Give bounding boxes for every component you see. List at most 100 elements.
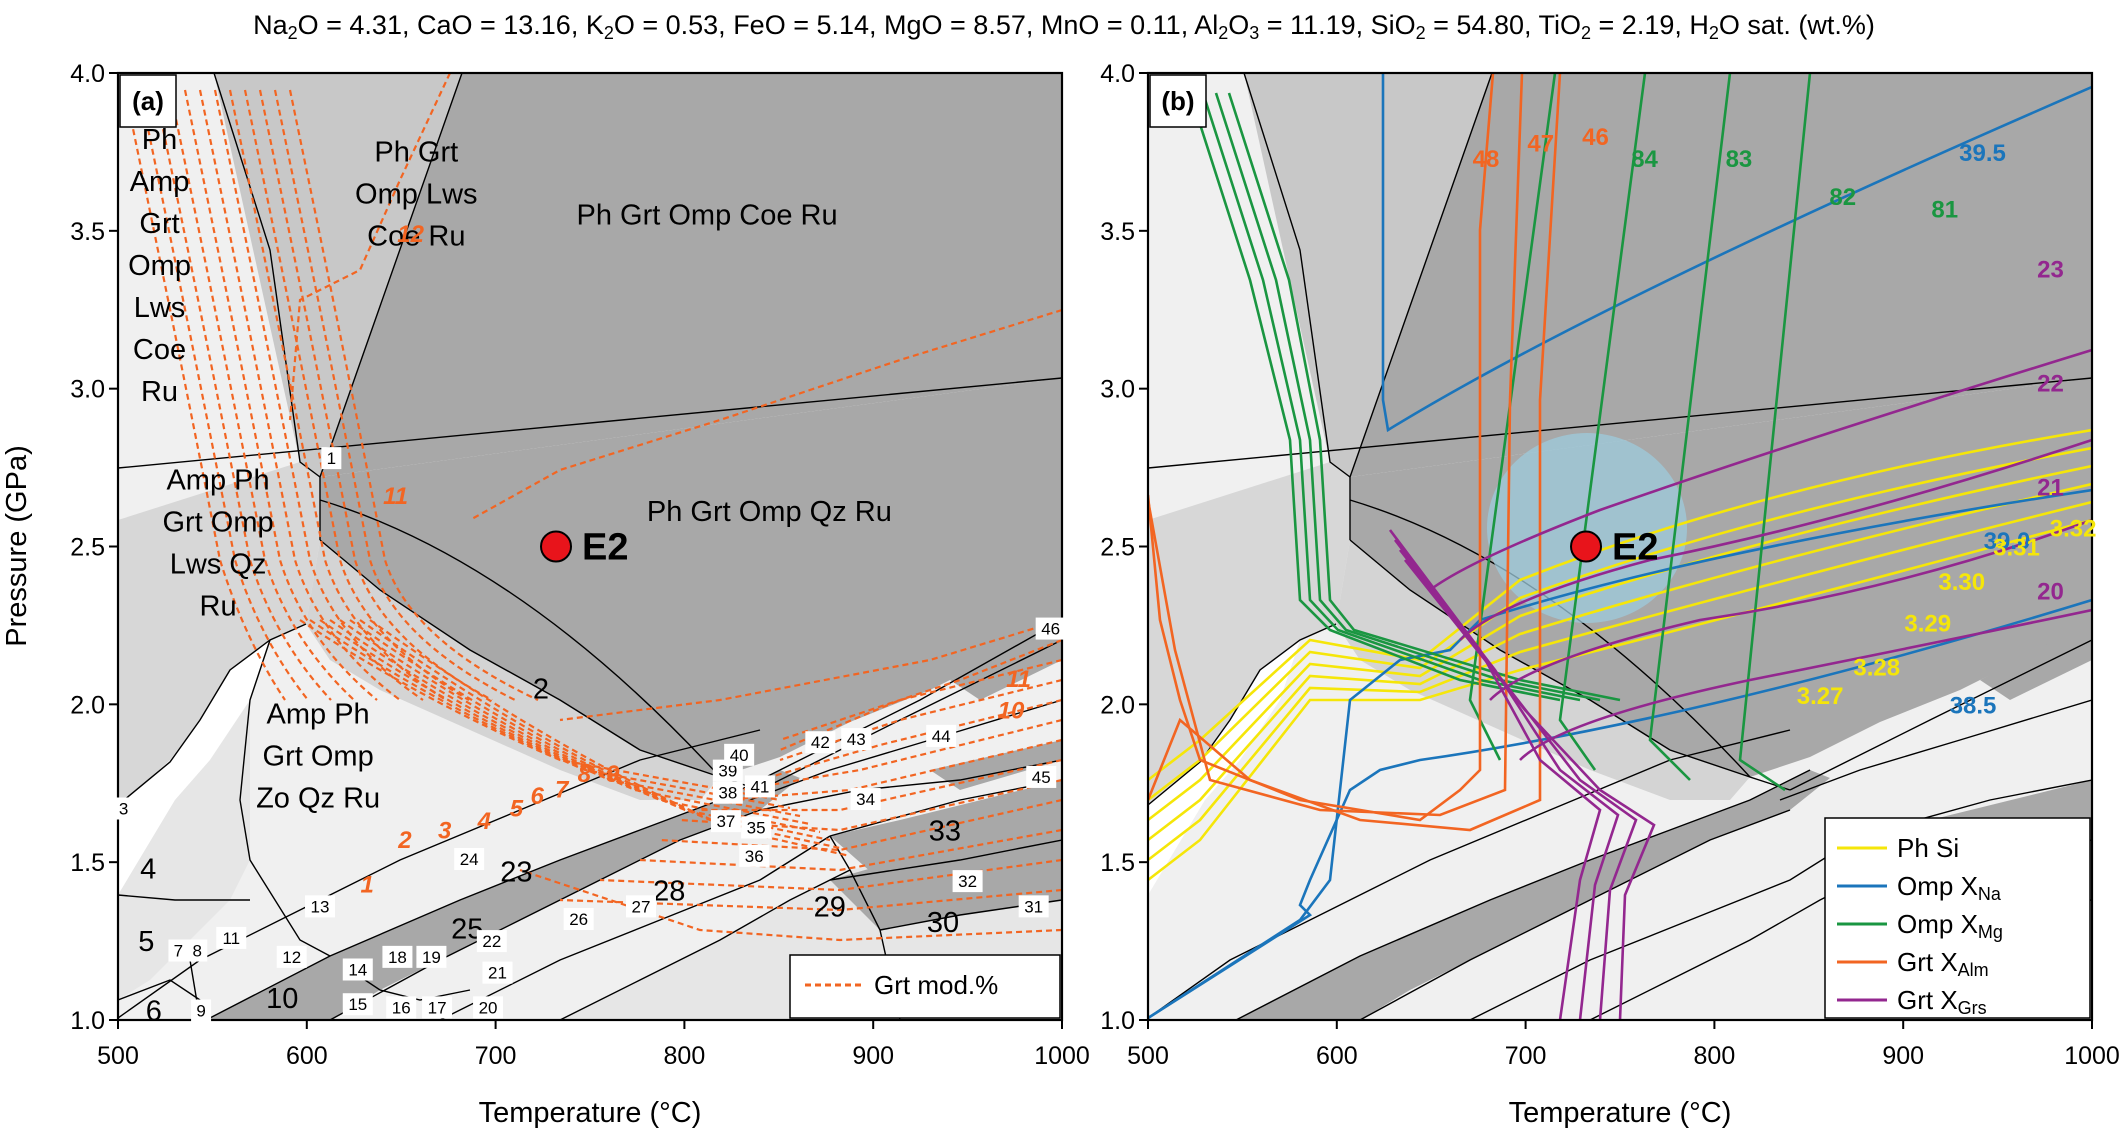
isopleth-label: 12 [397,221,424,248]
small-field-number: 15 [348,995,367,1014]
contour-label: 47 [1527,130,1554,157]
panel-a-labels: Ph Grt Omp Lws Coe Ru Ph Grt Omp Coe Ru Ph G… [113,124,1066,1028]
panel-b-phase-diagram: 39.5 39.0 38.5 84 83 82 81 48 47 46 23 22 21 20 3.32 3.… [1146,71,2097,1022]
field-label: Ph [142,124,177,156]
contour-label: 3.28 [1853,654,1900,681]
small-field-number: 7 [174,942,183,961]
garnet-isopleth [359,619,841,850]
garnet-isopleth [309,619,791,810]
contour-label: 81 [1931,197,1958,224]
contour-label: 3.29 [1904,610,1951,637]
garnet-isopleth [319,619,801,818]
b-boundary-coe-qz [1148,377,2092,469]
small-field-number: 3 [119,800,128,819]
small-field-number: 41 [750,777,769,796]
sample-label: E2 [582,527,628,569]
legend-entry: Grt XGrs [1897,985,1987,1018]
y-axis-title: Pressure (GPa) [1,445,33,646]
garnet-isopleth [759,698,1062,782]
small-number-bg [724,743,755,766]
garnet-isopleth [639,828,1062,872]
ph-si-isopleth [1148,464,2092,822]
field-number: 4 [140,853,156,885]
small-number-bg [305,895,336,918]
small-number-bg [710,810,741,833]
y-tick-label: 4.0 [1100,60,1135,88]
small-number-bg [1018,895,1049,918]
boundary-curve-2 [319,499,761,791]
isopleth-label: 7 [555,777,570,804]
panel-b-tag: (b) [1149,74,1207,128]
garnet-isopleth [168,89,355,701]
small-field-number: 39 [718,762,737,781]
grt-xalm-isopleth [1148,73,1562,832]
panel-b-labels: 39.5 39.0 38.5 84 83 82 81 48 47 46 23 22 21 20 3.32 3.… [1473,124,2097,719]
b-boundary-low-4 [1469,835,1861,1020]
boundary-lws-zo [118,623,307,806]
garnet-isopleth [559,618,1062,722]
contour-label: 48 [1473,146,1500,173]
small-number-bg [191,999,212,1022]
contour-label: 3.27 [1797,683,1844,710]
field-label: Amp [130,166,190,198]
contour-label: 39.5 [1959,140,2006,167]
field-label: Ph Grt [374,136,458,168]
small-field-number: 32 [958,872,977,891]
small-field-number: 31 [1024,897,1043,916]
composition-header: Na2O = 4.31, CaO = 13.16, K2O = 0.53, Fe… [253,10,1875,43]
small-number-bg [926,724,957,747]
grt-xalm-isopleth [1148,73,1495,822]
small-field-number: 11 [222,929,240,948]
boundary-band-3 [439,835,831,1020]
panel-b-tag-text: (b) [1161,86,1194,116]
field-label: Ph Grt Omp Coe Ru [577,200,838,232]
x-tick-label: 600 [286,1042,328,1070]
small-number-bg [744,775,775,798]
small-field-number: 24 [460,850,479,869]
small-number-bg [113,797,134,820]
x-tick-label: 500 [97,1042,139,1070]
isopleth-label: 10 [998,698,1025,725]
y-tick-label: 2.0 [70,691,105,719]
small-number-bg [473,996,504,1019]
field-b-right-top [1980,620,2092,700]
small-field-number: 46 [1041,620,1060,639]
x-tick-label: 600 [1316,1042,1358,1070]
small-number-bg [342,958,373,981]
isopleth-label: 2 [397,827,412,854]
garnet-isopleth [559,888,1062,912]
garnet-isopleth [599,858,1062,892]
boundary-coe-qz [118,377,1062,469]
field-number: 6 [146,996,162,1028]
boundary-right-2 [759,759,1062,811]
small-number-bg [416,945,447,968]
small-field-number: 9 [196,1002,205,1021]
ph-si-isopleth [1148,482,2092,842]
small-field-number: 37 [716,812,735,831]
isopleth-label: 11 [1006,666,1031,693]
garnet-isopleth [349,619,831,842]
field-b-coe [1350,73,2092,477]
x-tick-label: 500 [1127,1042,1169,1070]
small-field-number: 13 [311,897,330,916]
x-tick-label: 900 [852,1042,894,1070]
garnet-isopleth [183,89,378,701]
field-4 [118,640,270,895]
x-axis-title: Temperature (°C) [479,1097,702,1129]
small-number-bg [563,907,594,930]
sample-label: E2 [1612,527,1658,569]
omp-xna-isopleth [1381,73,2092,433]
x-tick-label: 700 [475,1042,517,1070]
ph-si-isopleth [1148,500,2092,862]
field-b-band [1236,770,1830,1020]
field-number: 23 [500,857,532,889]
boundary-right-6 [829,839,1062,881]
boundary-omp-upper [319,73,463,540]
garnet-isopleth [138,89,309,701]
small-field-number: 43 [847,730,866,749]
field-label: Ph Grt Omp Qz Ru [647,496,892,528]
field-label: Omp Lws [355,178,477,210]
small-number-bg [168,939,189,962]
contour-label: 83 [1726,146,1753,173]
field-label: Lws Qz [170,549,267,581]
